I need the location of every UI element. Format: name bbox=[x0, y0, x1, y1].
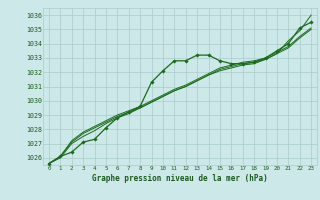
X-axis label: Graphe pression niveau de la mer (hPa): Graphe pression niveau de la mer (hPa) bbox=[92, 174, 268, 183]
